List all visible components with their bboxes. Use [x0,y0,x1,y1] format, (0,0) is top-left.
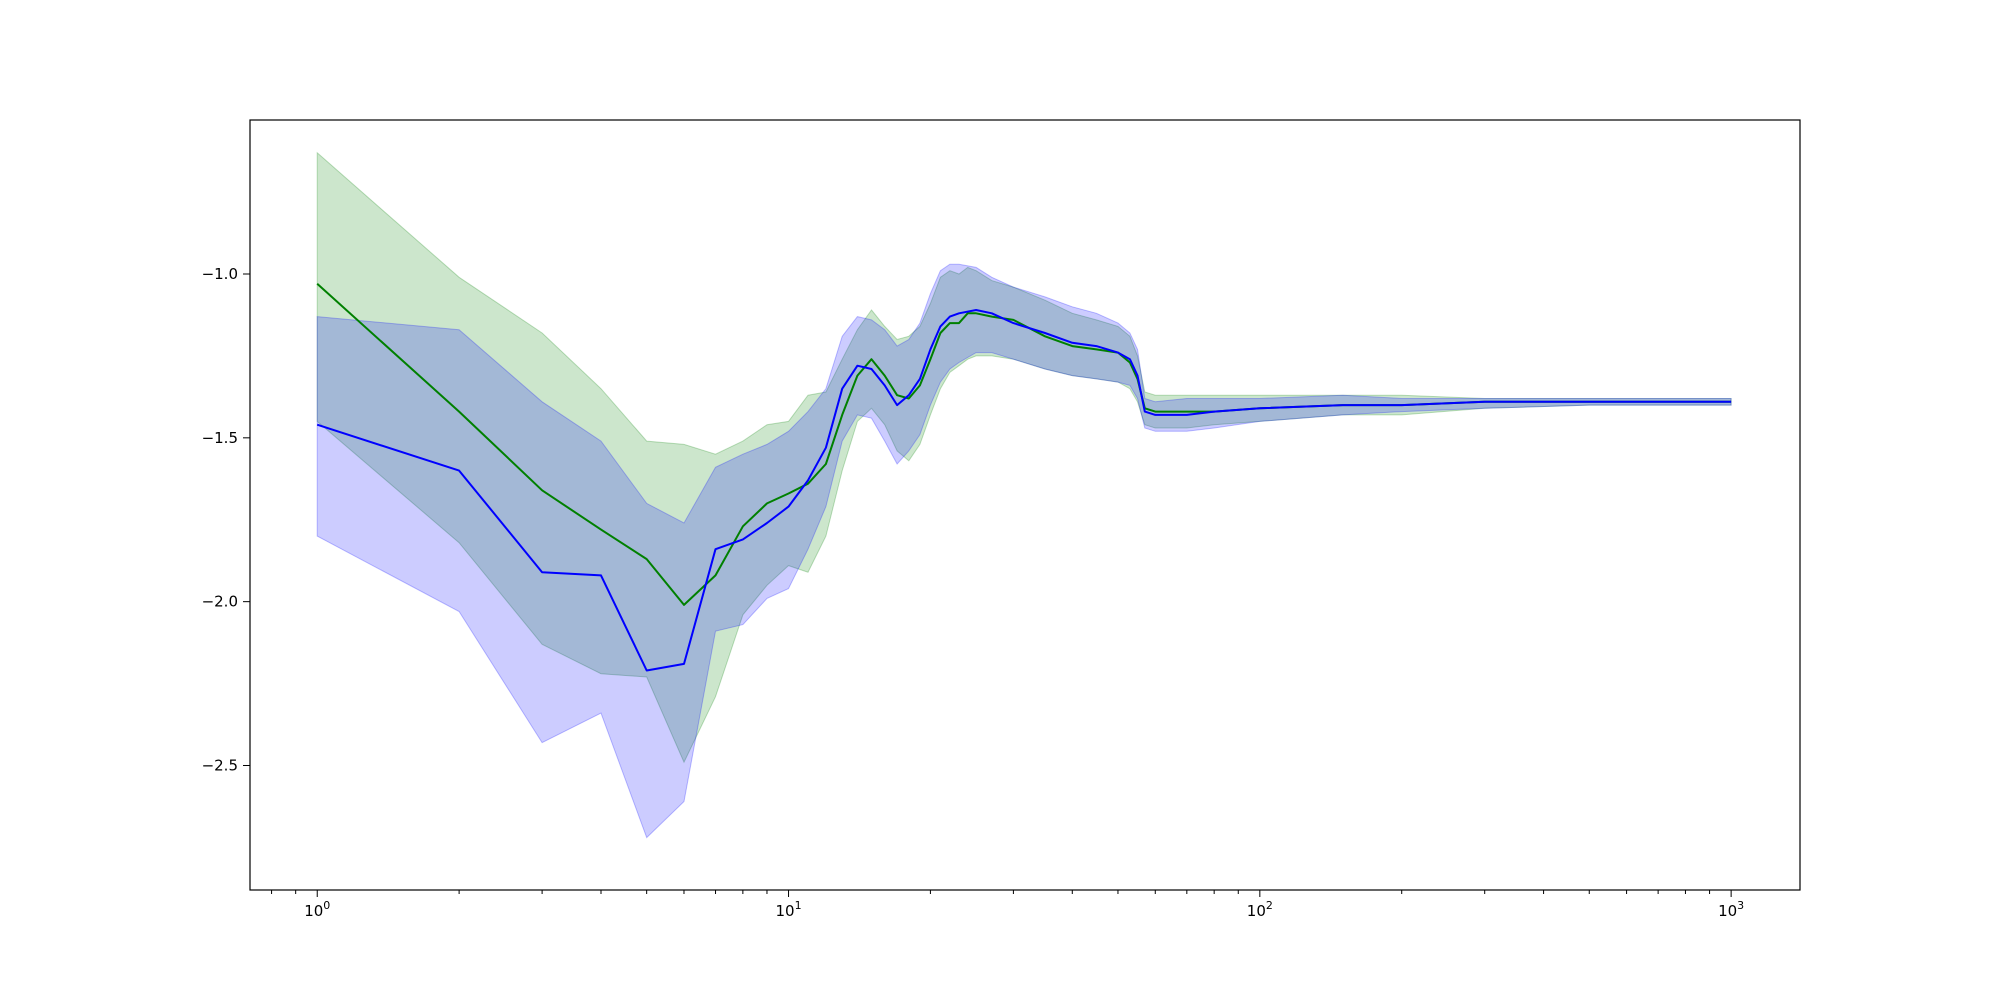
x-tick-label: 102 [1247,899,1273,920]
confidence-bands [316,151,1732,839]
y-tick-label: −1.5 [202,429,238,447]
y-tick-label: −1.0 [202,265,238,283]
x-tick-label: 100 [304,899,330,920]
x-axis-ticks: 100 101 102 103 [271,890,1744,920]
y-axis-ticks: −1.0 −1.5 −2.0 −2.5 [202,265,250,774]
confidence-band-1 [316,151,1732,764]
series-line-1 [316,283,1732,606]
y-tick-label: −2.5 [202,756,238,774]
x-tick-label: 101 [775,899,801,920]
plot-frame [249,119,1801,891]
y-tick-label: −2.0 [202,593,238,611]
x-tick-label: 103 [1718,899,1744,920]
series-line-2 [316,309,1732,672]
confidence-band-2 [316,263,1732,839]
series-lines [316,283,1732,672]
